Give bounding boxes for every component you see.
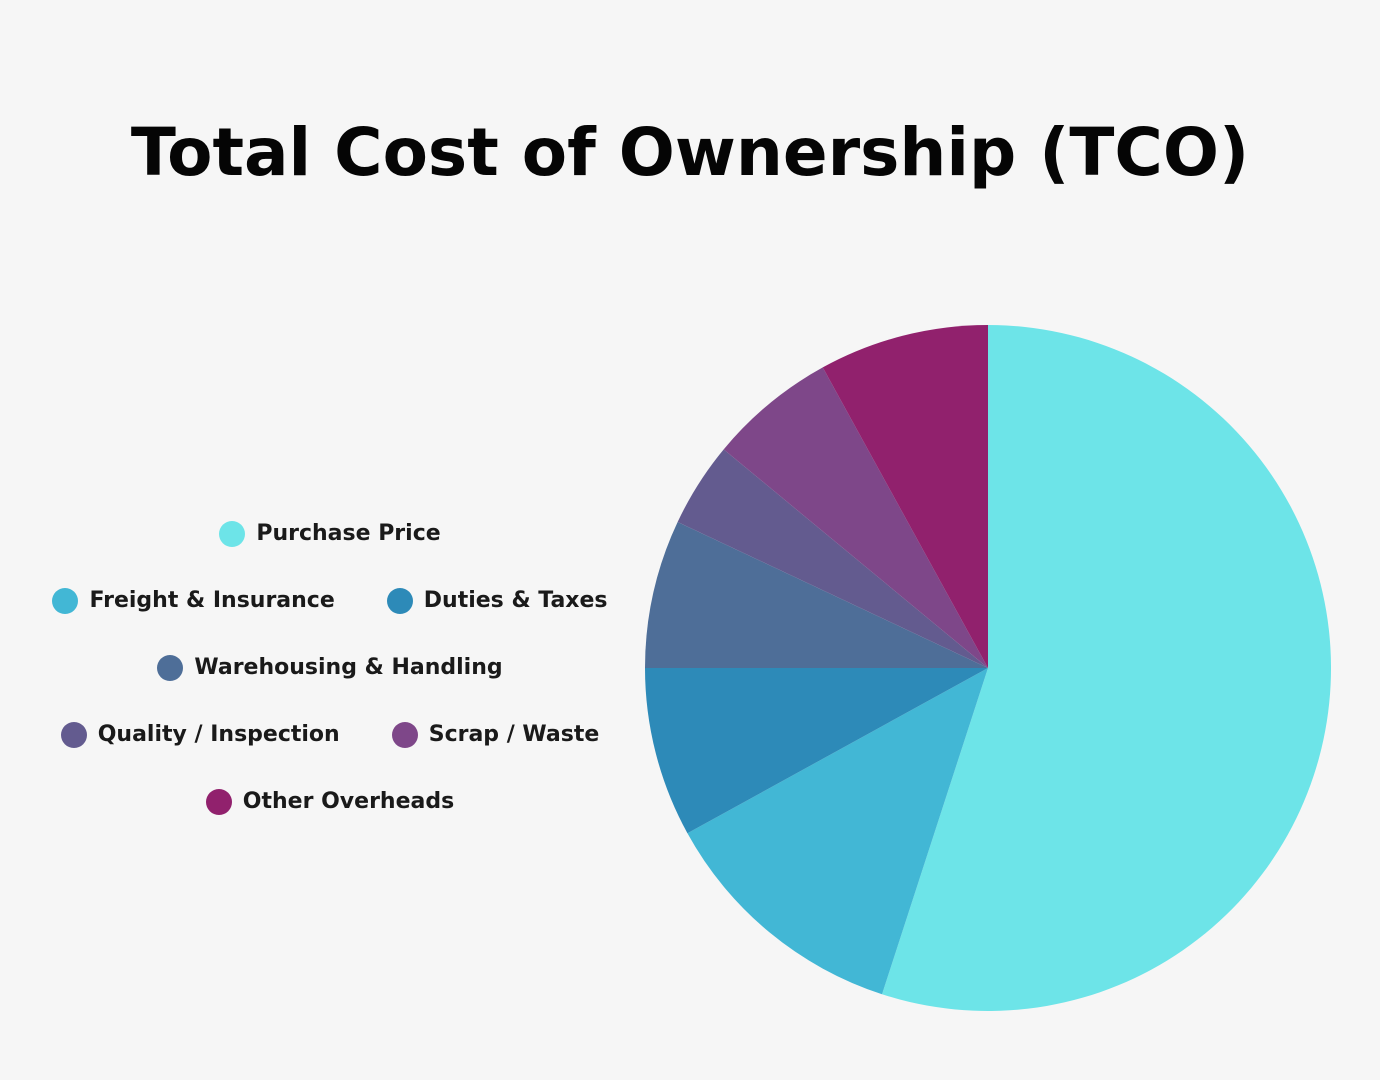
pie-slice-duties-taxes — [645, 668, 988, 834]
legend-item-quality-inspection: Quality / Inspection — [60, 721, 340, 748]
legend-row: Other Overheads — [40, 768, 620, 835]
legend-label-duties-taxes: Duties & Taxes — [423, 588, 608, 613]
legend-label-other-overheads: Other Overheads — [242, 789, 455, 814]
legend-label-scrap-waste: Scrap / Waste — [428, 722, 600, 747]
legend-row: Quality / Inspection Scrap / Waste — [40, 701, 620, 768]
pie-slice-quality-inspection — [677, 449, 988, 668]
legend-swatch-quality-inspection — [60, 721, 87, 748]
legend-item-other-overheads: Other Overheads — [205, 788, 455, 815]
legend-swatch-other-overheads — [205, 788, 232, 815]
legend-label-warehousing-handling: Warehousing & Handling — [194, 655, 503, 680]
pie-slice-scrap-waste — [723, 367, 988, 668]
legend-swatch-purchase-price — [219, 520, 246, 547]
pie-slice-purchase-price — [882, 325, 1332, 1011]
legend-label-freight-insurance: Freight & Insurance — [89, 588, 335, 613]
legend-swatch-freight-insurance — [52, 587, 79, 614]
legend-item-duties-taxes: Duties & Taxes — [386, 587, 608, 614]
legend-swatch-duties-taxes — [386, 587, 413, 614]
legend-row: Freight & Insurance Duties & Taxes — [40, 567, 620, 634]
chart-legend: Purchase Price Freight & Insurance Duties … — [40, 500, 620, 835]
legend-swatch-warehousing-handling — [157, 654, 184, 681]
legend-item-purchase-price: Purchase Price — [219, 520, 441, 547]
legend-label-purchase-price: Purchase Price — [256, 521, 441, 546]
legend-item-freight-insurance: Freight & Insurance — [52, 587, 335, 614]
legend-row: Warehousing & Handling — [40, 634, 620, 701]
chart-title: Total Cost of Ownership (TCO) — [130, 114, 1250, 191]
legend-item-warehousing-handling: Warehousing & Handling — [157, 654, 503, 681]
pie-slice-warehousing-handling — [645, 521, 988, 668]
legend-item-scrap-waste: Scrap / Waste — [391, 721, 600, 748]
pie-slice-other-overheads — [822, 325, 988, 668]
legend-label-quality-inspection: Quality / Inspection — [97, 722, 340, 747]
pie-slice-freight-insurance — [687, 668, 988, 995]
legend-row: Purchase Price — [40, 500, 620, 567]
legend-swatch-scrap-waste — [391, 721, 418, 748]
